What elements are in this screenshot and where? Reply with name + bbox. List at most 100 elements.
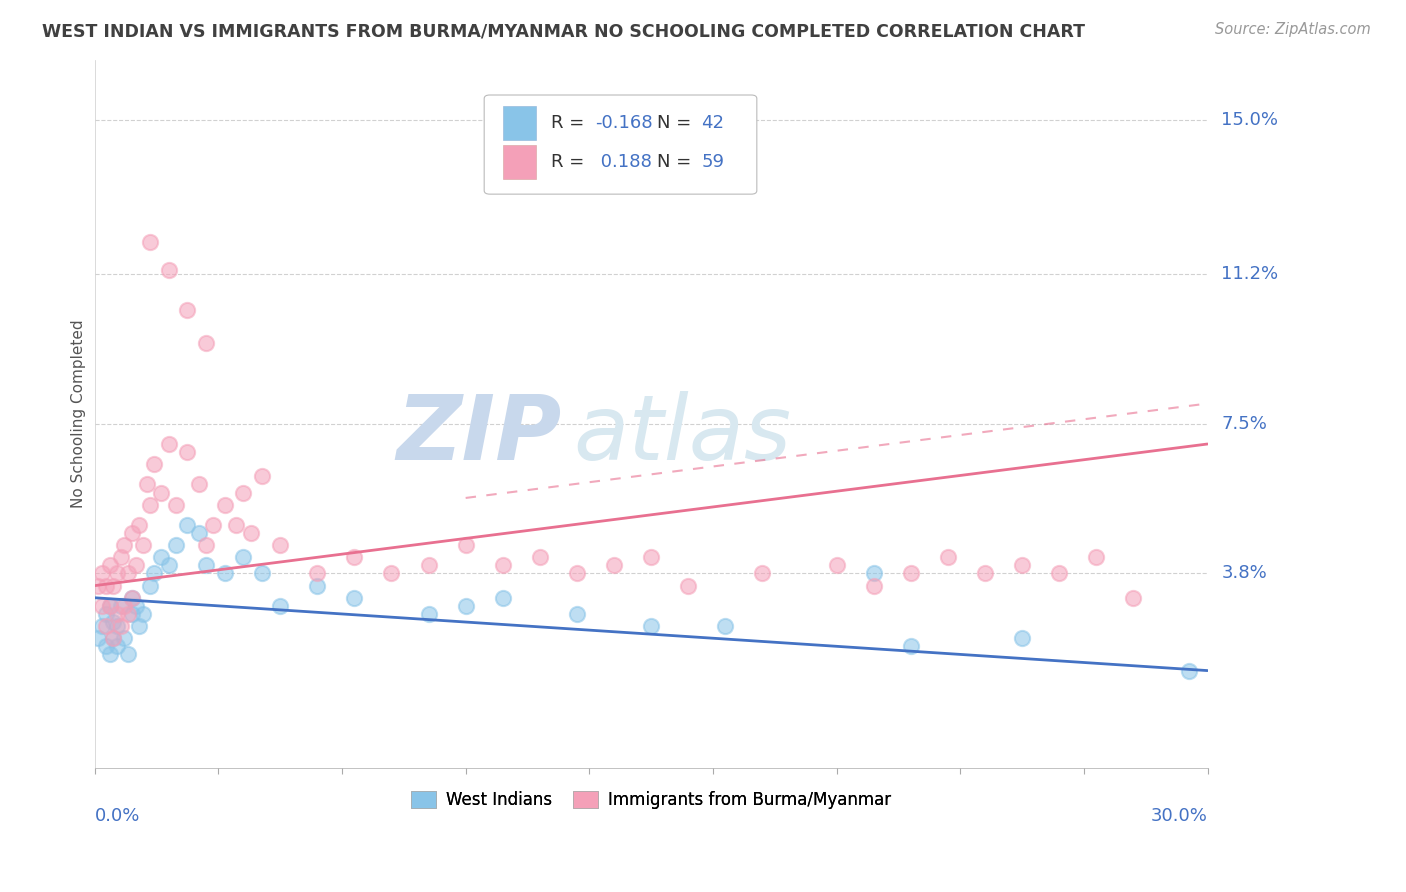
Point <box>87 579 110 593</box>
Point <box>862 579 884 593</box>
Text: 30.0%: 30.0% <box>1150 806 1208 824</box>
Point <box>676 579 699 593</box>
Point <box>157 558 180 573</box>
Point <box>103 615 125 629</box>
Point <box>121 526 143 541</box>
Point <box>825 558 848 573</box>
Point <box>157 263 180 277</box>
Point <box>1085 550 1108 565</box>
Point <box>105 566 128 581</box>
Point <box>195 558 218 573</box>
Point <box>176 303 198 318</box>
Point <box>751 566 773 581</box>
Point <box>112 599 135 613</box>
Point <box>974 566 997 581</box>
Point <box>132 538 155 552</box>
Point <box>380 566 402 581</box>
Text: -0.168: -0.168 <box>596 114 654 132</box>
Point <box>117 648 139 662</box>
Point <box>139 498 162 512</box>
Point <box>98 599 121 613</box>
Point <box>250 566 273 581</box>
Text: 3.8%: 3.8% <box>1222 565 1267 582</box>
Point <box>165 538 187 552</box>
Point <box>135 477 157 491</box>
Point <box>110 550 132 565</box>
Point <box>105 640 128 654</box>
Point <box>418 607 440 621</box>
Point <box>343 591 366 605</box>
Point <box>94 640 117 654</box>
Point <box>112 538 135 552</box>
Point <box>112 631 135 645</box>
Point <box>269 538 291 552</box>
Point <box>91 566 114 581</box>
Text: R =: R = <box>551 114 591 132</box>
Point <box>900 640 922 654</box>
Point <box>565 566 588 581</box>
Text: N =: N = <box>657 114 697 132</box>
Point <box>214 498 236 512</box>
Y-axis label: No Schooling Completed: No Schooling Completed <box>72 319 86 508</box>
Text: 0.188: 0.188 <box>596 153 652 171</box>
Text: 42: 42 <box>702 114 724 132</box>
Point <box>121 607 143 621</box>
Point <box>94 607 117 621</box>
Text: 15.0%: 15.0% <box>1222 112 1278 129</box>
Point <box>307 579 329 593</box>
Text: N =: N = <box>657 153 697 171</box>
Point <box>269 599 291 613</box>
Point <box>232 550 254 565</box>
Point <box>87 631 110 645</box>
Point <box>343 550 366 565</box>
FancyBboxPatch shape <box>484 95 756 194</box>
Legend: West Indians, Immigrants from Burma/Myanmar: West Indians, Immigrants from Burma/Myan… <box>405 785 897 816</box>
Point <box>143 457 166 471</box>
Point <box>165 498 187 512</box>
Point <box>117 566 139 581</box>
Point <box>565 607 588 621</box>
Point <box>214 566 236 581</box>
Text: 59: 59 <box>702 153 724 171</box>
Point <box>110 619 132 633</box>
Point <box>418 558 440 573</box>
Point <box>900 566 922 581</box>
Text: WEST INDIAN VS IMMIGRANTS FROM BURMA/MYANMAR NO SCHOOLING COMPLETED CORRELATION : WEST INDIAN VS IMMIGRANTS FROM BURMA/MYA… <box>42 22 1085 40</box>
Point <box>128 517 150 532</box>
Point <box>640 550 662 565</box>
Point <box>139 579 162 593</box>
Point <box>176 445 198 459</box>
Text: atlas: atlas <box>574 391 792 479</box>
Text: 7.5%: 7.5% <box>1222 415 1267 433</box>
Point <box>98 599 121 613</box>
Point <box>862 566 884 581</box>
Point <box>91 599 114 613</box>
Point <box>529 550 551 565</box>
Point <box>1178 664 1201 678</box>
Point <box>121 591 143 605</box>
Point <box>94 619 117 633</box>
Point <box>454 599 477 613</box>
Point <box>187 477 209 491</box>
Point <box>103 631 125 645</box>
Text: 0.0%: 0.0% <box>94 806 141 824</box>
Point <box>1047 566 1070 581</box>
Point <box>94 579 117 593</box>
Point <box>98 558 121 573</box>
Point <box>143 566 166 581</box>
Point <box>307 566 329 581</box>
Point <box>225 517 247 532</box>
Point <box>98 648 121 662</box>
Text: R =: R = <box>551 153 591 171</box>
Point <box>187 526 209 541</box>
Point <box>139 235 162 249</box>
Point <box>132 607 155 621</box>
Point <box>103 631 125 645</box>
Text: 11.2%: 11.2% <box>1222 265 1278 283</box>
Point <box>492 591 515 605</box>
FancyBboxPatch shape <box>503 145 537 179</box>
Point <box>121 591 143 605</box>
Text: ZIP: ZIP <box>396 391 562 479</box>
Point <box>1122 591 1144 605</box>
Point <box>124 558 146 573</box>
